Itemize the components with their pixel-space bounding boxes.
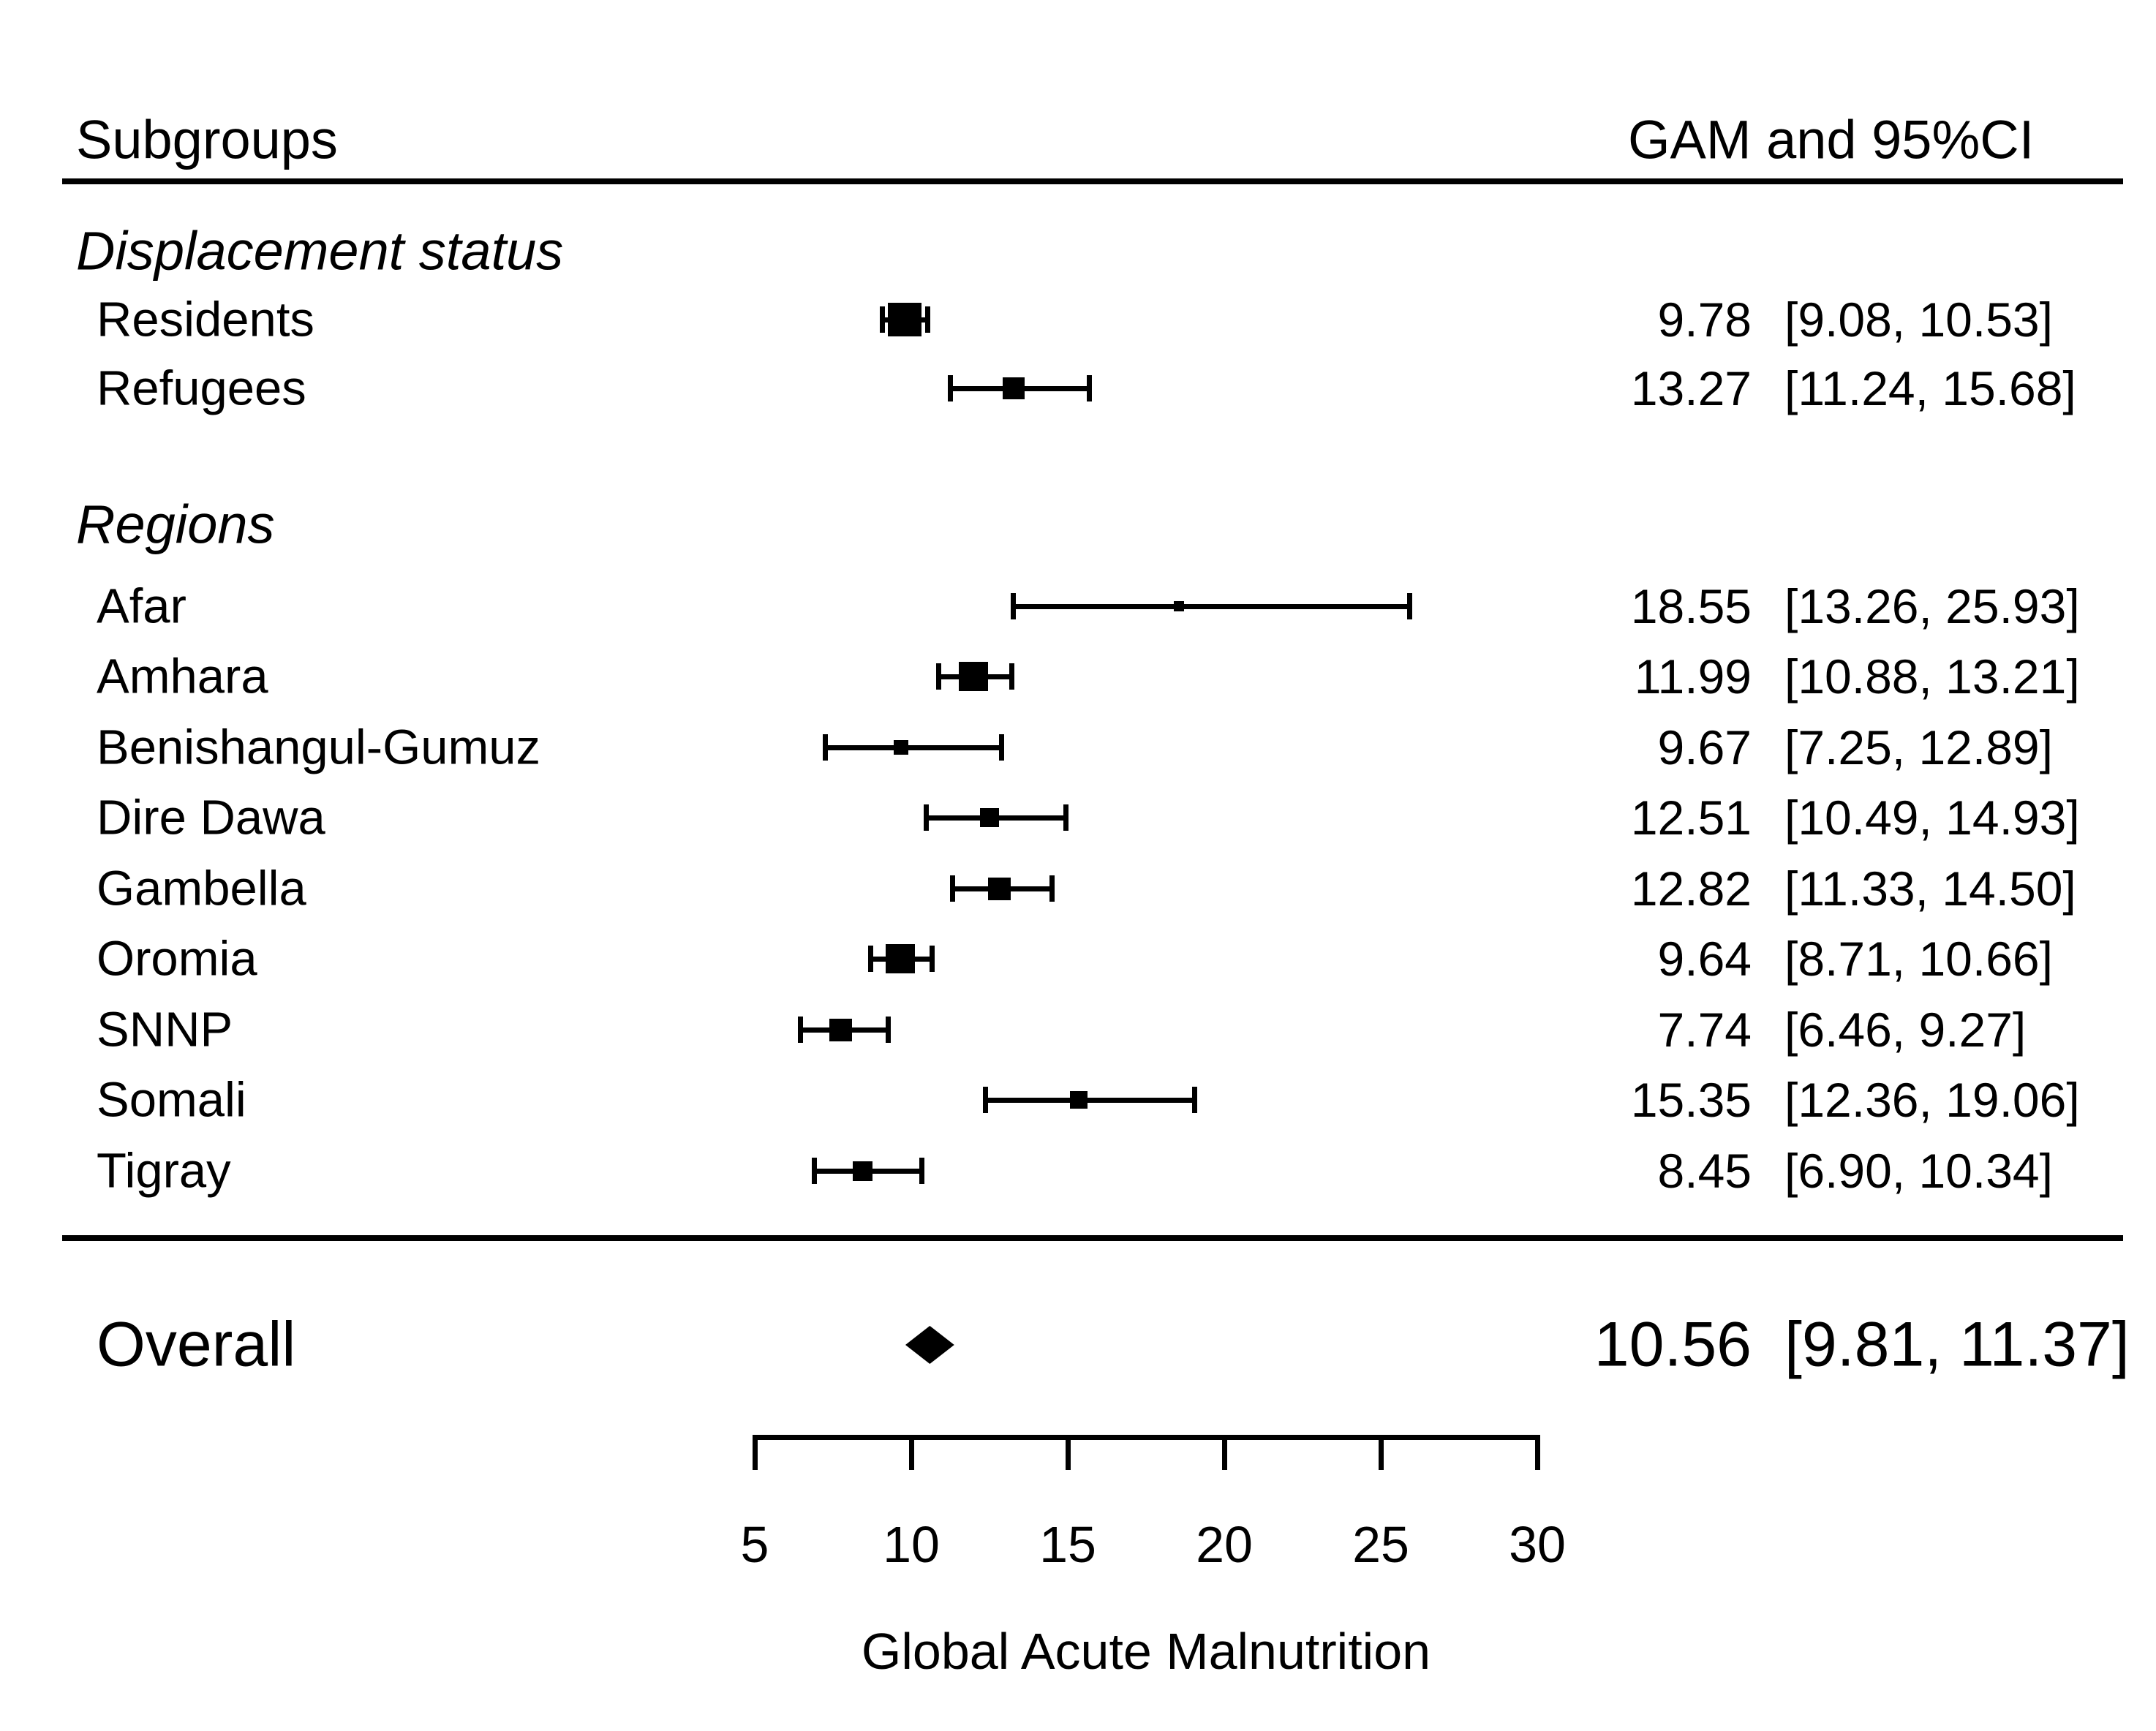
- estimate-marker: [1173, 601, 1184, 611]
- ci-cap-right: [999, 734, 1005, 761]
- row-label: Benishangul-Gumuz: [97, 720, 541, 775]
- header-rule: [62, 178, 2123, 184]
- x-axis-tick: [752, 1435, 758, 1470]
- ci-value: [8.71, 10.66]: [1784, 932, 2053, 986]
- ci-value: [12.36, 19.06]: [1784, 1073, 2080, 1127]
- row-label: SNNP: [97, 1002, 233, 1057]
- ci-cap-left: [811, 1158, 817, 1184]
- ci-cap-left: [868, 946, 874, 972]
- x-axis-title: Global Acute Malnutrition: [861, 1623, 1431, 1680]
- overall-diamond: [905, 1326, 954, 1364]
- ci-cap-left: [797, 1017, 803, 1043]
- x-axis-tick-label: 20: [1196, 1516, 1253, 1573]
- row-label: Somali: [97, 1072, 246, 1128]
- row-label: Amhara: [97, 649, 268, 704]
- estimate-value: 13.27: [1630, 361, 1752, 415]
- estimate-value: 12.82: [1630, 861, 1752, 916]
- ci-cap-right: [1049, 875, 1055, 902]
- estimate-marker: [885, 944, 915, 973]
- x-axis-tick-label: 5: [740, 1516, 769, 1573]
- overall-separator-rule: [62, 1235, 2123, 1241]
- ci-cap-right: [925, 306, 931, 333]
- subgroup-heading: Regions: [76, 494, 275, 555]
- ci-cap-left: [950, 875, 956, 902]
- x-axis-tick: [1065, 1435, 1071, 1470]
- estimate-value: 8.45: [1657, 1144, 1752, 1198]
- x-axis-tick: [1534, 1435, 1540, 1470]
- ci-value: [9.08, 10.53]: [1784, 293, 2053, 347]
- ci-cap-left: [936, 663, 942, 690]
- ci-line: [1013, 603, 1410, 609]
- estimate-marker: [988, 877, 1011, 900]
- ci-cap-left: [822, 734, 828, 761]
- estimate-value: 12.51: [1630, 791, 1752, 845]
- x-axis-tick: [1378, 1435, 1384, 1470]
- estimate-marker: [980, 808, 1000, 827]
- estimate-marker: [959, 662, 989, 691]
- estimate-value: 9.78: [1657, 293, 1752, 347]
- x-axis-tick-label: 30: [1509, 1516, 1566, 1573]
- label-column-header: Subgroups: [76, 109, 338, 170]
- ci-cap-left: [1011, 593, 1017, 619]
- row-label: Dire Dawa: [97, 790, 325, 845]
- x-axis-tick: [1221, 1435, 1227, 1470]
- overall-label: Overall: [97, 1309, 296, 1380]
- ci-cap-right: [1192, 1087, 1198, 1113]
- estimate-marker: [887, 303, 921, 336]
- row-label: Gambella: [97, 861, 306, 916]
- ci-value: [10.88, 13.21]: [1784, 649, 2080, 704]
- ci-cap-right: [919, 1158, 925, 1184]
- row-label: Refugees: [97, 361, 306, 416]
- ci-value: [6.46, 9.27]: [1784, 1003, 2027, 1057]
- subgroup-heading: Displacement status: [76, 220, 564, 282]
- ci-cap-right: [1086, 375, 1092, 401]
- ci-cap-left: [982, 1087, 988, 1113]
- ci-line: [825, 744, 1002, 750]
- ci-cap-right: [1009, 663, 1014, 690]
- x-axis-tick-label: 10: [883, 1516, 940, 1573]
- x-axis-tick: [908, 1435, 914, 1470]
- row-label: Afar: [97, 578, 186, 634]
- ci-value: [6.90, 10.34]: [1784, 1144, 2053, 1198]
- value-column-header: GAM and 95%CI: [1628, 109, 2035, 170]
- estimate-marker: [853, 1161, 873, 1181]
- ci-value: [11.33, 14.50]: [1784, 861, 2076, 916]
- row-label: Oromia: [97, 931, 257, 987]
- estimate-value: 7.74: [1657, 1003, 1752, 1057]
- ci-value: [11.24, 15.68]: [1784, 361, 2076, 415]
- x-axis-tick-label: 25: [1352, 1516, 1409, 1573]
- ci-cap-right: [1407, 593, 1413, 619]
- ci-cap-left: [880, 306, 886, 333]
- ci-line: [985, 1097, 1195, 1103]
- estimate-value: 9.64: [1657, 932, 1752, 986]
- row-label: Residents: [97, 292, 314, 347]
- estimate-value: 11.99: [1634, 649, 1752, 704]
- row-label: Tigray: [97, 1143, 231, 1199]
- estimate-value: 9.67: [1657, 720, 1752, 774]
- ci-cap-right: [1063, 804, 1068, 831]
- estimate-marker: [829, 1018, 852, 1041]
- estimate-value: 15.35: [1630, 1073, 1752, 1127]
- ci-value: [7.25, 12.89]: [1784, 720, 2053, 774]
- ci-cap-left: [947, 375, 953, 401]
- estimate-value: 18.55: [1630, 579, 1752, 633]
- overall-ci-value: [9.81, 11.37]: [1784, 1309, 2130, 1380]
- estimate-marker: [1069, 1091, 1088, 1109]
- x-axis-line: [755, 1435, 1537, 1440]
- overall-estimate-value: 10.56: [1594, 1309, 1752, 1380]
- ci-value: [10.49, 14.93]: [1784, 791, 2080, 845]
- ci-cap-left: [924, 804, 930, 831]
- ci-cap-right: [886, 1017, 892, 1043]
- ci-cap-right: [929, 946, 935, 972]
- x-axis-tick-label: 15: [1039, 1516, 1096, 1573]
- estimate-marker: [893, 740, 908, 755]
- estimate-marker: [1002, 377, 1025, 399]
- ci-value: [13.26, 25.93]: [1784, 579, 2080, 633]
